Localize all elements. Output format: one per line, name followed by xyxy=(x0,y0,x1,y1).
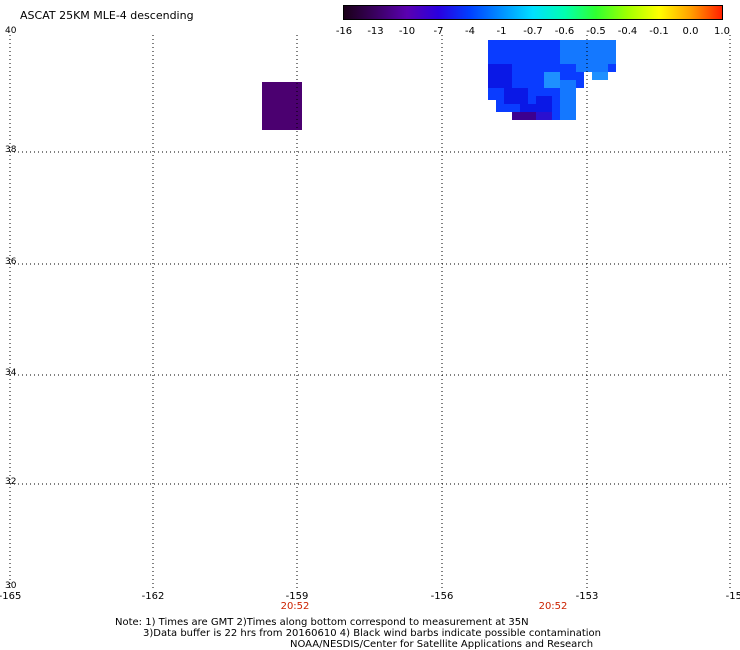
colorbar-label: -0.7 xyxy=(523,26,543,37)
note-line-3: NOAA/NESDIS/Center for Satellite Applica… xyxy=(290,639,594,650)
colorbar-label: 0.0 xyxy=(682,26,699,37)
colorbar-label: -16 xyxy=(335,26,353,37)
lon-label-150: -150 xyxy=(725,591,740,602)
colorbar-label: -13 xyxy=(367,26,384,37)
map-title: ASCAT 25KM MLE-4 descending xyxy=(20,9,194,22)
colorbar-label: -0.5 xyxy=(586,26,606,37)
colorbar-gradient xyxy=(344,6,722,19)
data-swath xyxy=(488,40,616,120)
lat-label-34: 34 xyxy=(5,368,17,378)
data-cell-purple-box xyxy=(262,82,302,130)
colorbar xyxy=(343,5,723,20)
colorbar-label: -7 xyxy=(433,26,444,37)
time-label-1: 20:52 xyxy=(280,601,310,612)
colorbar-label: -4 xyxy=(465,26,475,37)
lat-label-40: 40 xyxy=(5,26,17,36)
time-label-2: 20:52 xyxy=(538,601,568,612)
lon-label-159: -159 xyxy=(285,591,309,602)
colorbar-label: -0.1 xyxy=(649,26,669,37)
colorbar-label: -0.6 xyxy=(554,26,575,37)
lon-label-162: -162 xyxy=(141,591,165,602)
colorbar-fill xyxy=(344,6,722,19)
lat-label-30: 30 xyxy=(5,581,17,591)
lat-label-36: 36 xyxy=(5,257,17,267)
colorbar-label: 1.0 xyxy=(714,26,730,37)
note-line-2: 3)Data buffer is 22 hrs from 20160610 4)… xyxy=(143,628,601,639)
lat-label-32: 32 xyxy=(5,477,17,487)
colorbar-label: -10 xyxy=(398,26,416,37)
lon-label-153: -153 xyxy=(575,591,599,602)
colorbar-label: -1 xyxy=(496,26,507,37)
lon-label-156: -156 xyxy=(430,591,454,602)
colorbar-label: -0.4 xyxy=(617,26,638,37)
graticule xyxy=(10,35,730,588)
lat-label-38: 38 xyxy=(5,145,17,155)
lon-label-165: -165 xyxy=(0,591,22,602)
note-line-1: Note: 1) Times are GMT 2)Times along bot… xyxy=(115,617,529,628)
